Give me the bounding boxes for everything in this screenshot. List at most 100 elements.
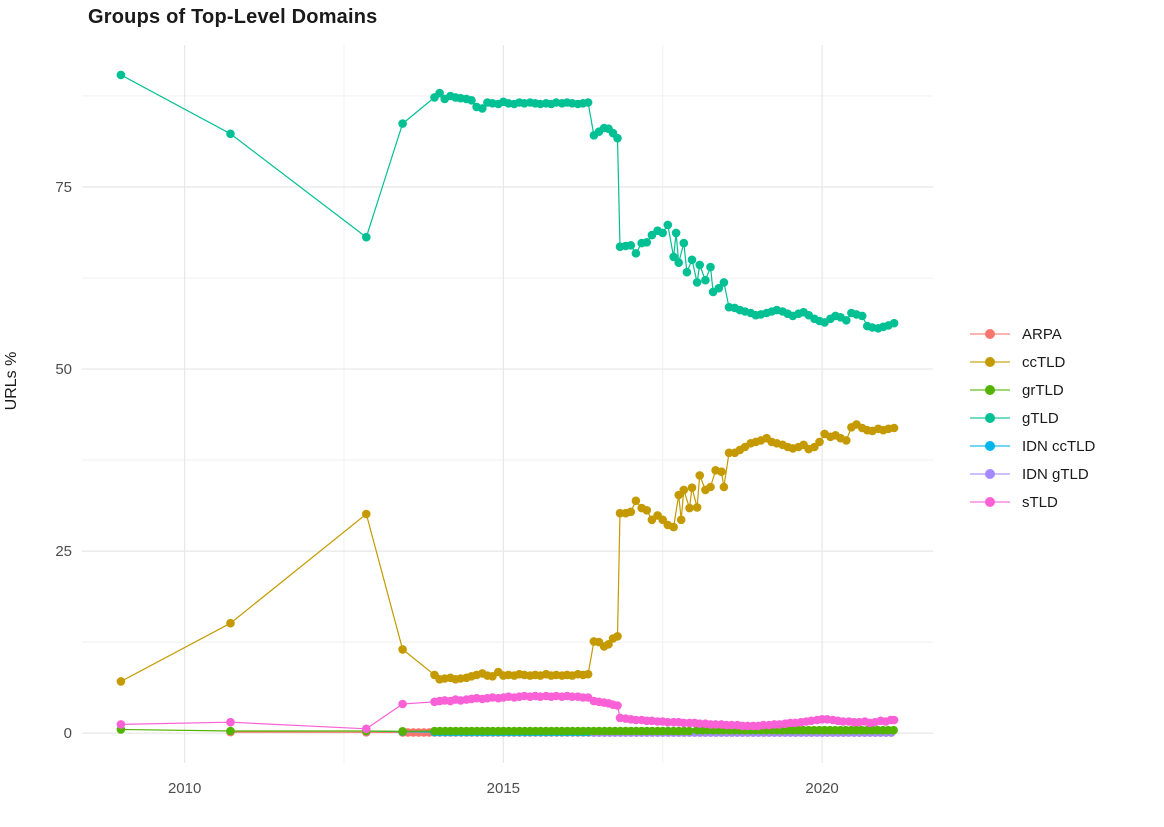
data-point (626, 241, 636, 250)
series-grtld (116, 725, 898, 736)
data-point (687, 255, 697, 265)
legend-label: sTLD (1022, 493, 1058, 511)
data-point (226, 726, 235, 736)
legend-label: IDN gTLD (1022, 465, 1089, 483)
legend-dot-icon (985, 497, 995, 507)
data-point (685, 503, 694, 513)
data-point (663, 220, 673, 230)
legend-dot-icon (985, 469, 995, 479)
data-point (226, 129, 235, 139)
data-point (226, 618, 235, 628)
legend-key-icon (970, 468, 1010, 480)
data-point (642, 506, 652, 515)
legend-key-icon (970, 328, 1010, 340)
data-point (717, 467, 726, 477)
series-stld (116, 691, 899, 734)
data-point (815, 437, 824, 447)
gridlines (82, 45, 933, 763)
data-point (642, 238, 652, 247)
legend-dot-icon (985, 329, 995, 339)
legend-item-idn-gtld: IDN gTLD (970, 460, 1095, 488)
data-point (362, 724, 371, 734)
data-point (398, 727, 407, 736)
data-point (226, 717, 235, 727)
legend-label: grTLD (1022, 381, 1064, 399)
data-point (604, 640, 613, 649)
data-point (613, 632, 622, 641)
data-point (613, 701, 622, 710)
x-tick-label: 2020 (805, 780, 838, 797)
data-point (889, 725, 898, 735)
data-point (362, 232, 371, 242)
y-tick-label: 25 (55, 543, 72, 560)
data-point (613, 133, 622, 143)
y-tick-label: 50 (55, 361, 72, 378)
data-point (685, 726, 694, 736)
data-point (679, 485, 689, 495)
legend-key-icon (970, 384, 1010, 396)
data-point (626, 507, 636, 517)
legend-dot-icon (985, 357, 995, 367)
data-point (706, 482, 715, 492)
y-tick-label: 0 (64, 725, 72, 742)
data-point (398, 119, 407, 128)
legend-item-grtld: grTLD (970, 376, 1095, 404)
legend-item-cctld: ccTLD (970, 348, 1095, 376)
data-point (631, 249, 641, 258)
data-point (583, 98, 593, 107)
legend-label: ccTLD (1022, 353, 1066, 371)
data-point (362, 509, 371, 519)
data-point (679, 238, 689, 248)
data-point (467, 96, 476, 105)
data-point (714, 283, 724, 293)
data-point (631, 496, 641, 506)
legend-dot-icon (985, 385, 995, 395)
chart-title: Groups of Top-Level Domains (88, 6, 378, 28)
legend-label: gTLD (1022, 409, 1059, 427)
data-point (695, 471, 704, 480)
data-point (842, 436, 851, 445)
legend-item-stld: sTLD (970, 488, 1095, 516)
data-point (671, 228, 681, 238)
data-point (889, 318, 899, 328)
legend-label: ARPA (1022, 325, 1062, 343)
data-point (889, 423, 899, 433)
data-point (669, 252, 678, 262)
data-point (398, 645, 407, 654)
data-point (583, 669, 593, 679)
series-cctld (116, 420, 899, 686)
data-point (435, 88, 444, 98)
data-point (116, 70, 126, 80)
data-point (116, 677, 126, 686)
data-point (719, 482, 729, 492)
data-point (398, 699, 407, 709)
legend-key-icon (970, 412, 1010, 424)
data-point (682, 267, 692, 277)
data-point (701, 275, 710, 285)
data-point (674, 258, 683, 268)
legend-label: IDN ccTLD (1022, 437, 1096, 455)
data-point (842, 316, 851, 325)
series-line (120, 423, 895, 682)
data-point (706, 262, 715, 272)
data-point (695, 260, 704, 270)
x-tick-label: 2015 (487, 780, 520, 797)
data-point (687, 483, 697, 493)
data-point (719, 278, 729, 287)
legend-item-arpa: ARPA (970, 320, 1095, 348)
legend-item-idn-cctld: IDN ccTLD (970, 432, 1095, 460)
plot-panel: 0 25 50 75 2010 2015 2020 (55, 45, 933, 797)
data-point (692, 278, 702, 287)
y-tick-label: 75 (55, 179, 72, 196)
data-point (669, 522, 678, 532)
legend: ARPA ccTLD grTLD gTLD IDN ccTLD IDN gTLD sTLD (970, 320, 1095, 516)
data-point (889, 715, 899, 725)
axis-labels: 0 25 50 75 2010 2015 2020 (55, 179, 838, 797)
legend-item-gtld: gTLD (970, 404, 1095, 432)
series-line (120, 74, 895, 329)
legend-dot-icon (985, 413, 995, 423)
legend-key-icon (970, 356, 1010, 368)
data-point (478, 104, 487, 113)
x-tick-label: 2010 (168, 780, 201, 797)
